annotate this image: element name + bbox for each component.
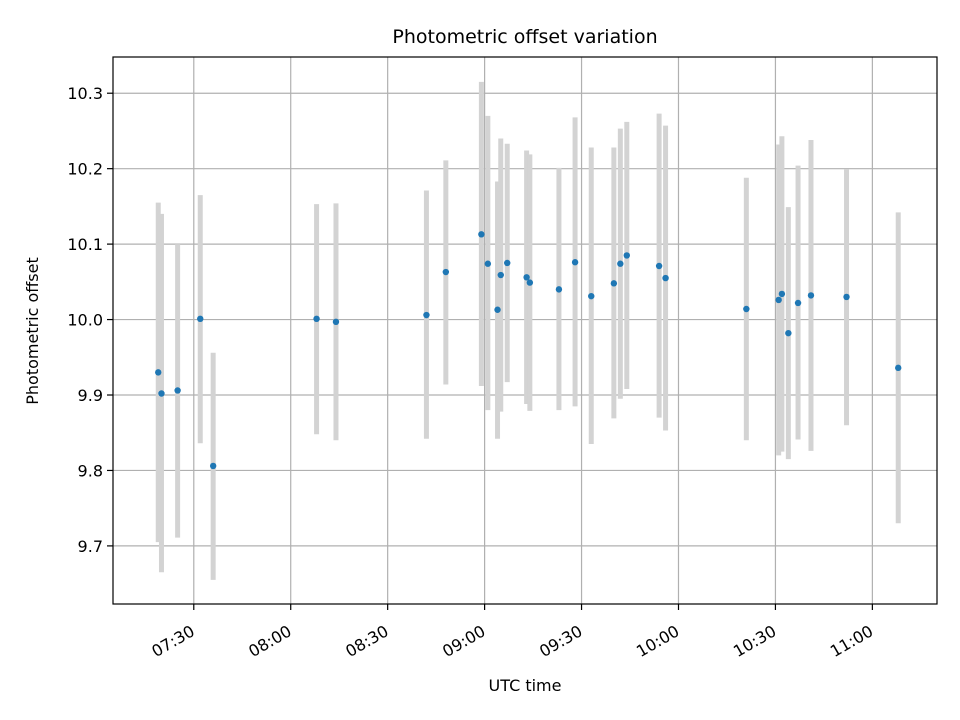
- data-point: [478, 231, 485, 238]
- data-point: [484, 260, 492, 267]
- data-point: [494, 306, 501, 313]
- data-point: [155, 369, 162, 376]
- data-point: [423, 311, 430, 319]
- y-tick-label: 10.1: [67, 235, 103, 254]
- data-point: [794, 299, 802, 307]
- data-point: [158, 390, 165, 397]
- data-point: [174, 387, 181, 394]
- y-axis-title: Photometric offset: [23, 257, 42, 405]
- data-point: [775, 296, 782, 304]
- data-point: [778, 290, 786, 298]
- data-point: [617, 260, 624, 267]
- y-tick-label: 10.3: [67, 84, 103, 103]
- data-point: [610, 280, 618, 287]
- y-tick-label: 9.7: [78, 537, 103, 556]
- data-point: [504, 259, 511, 267]
- data-point: [497, 271, 504, 279]
- data-point: [623, 252, 630, 259]
- y-axis: 9.7 9.8 9.9 10.0 10.1 10.2 10.3: [67, 84, 113, 556]
- data-point: [197, 315, 204, 323]
- data-point: [843, 293, 850, 301]
- data-points: [155, 231, 902, 470]
- data-point: [588, 292, 595, 300]
- y-tick-label: 10.2: [67, 160, 103, 179]
- data-point: [526, 279, 534, 286]
- data-point: [442, 268, 450, 276]
- y-tick-label: 9.8: [78, 461, 103, 480]
- data-point: [571, 259, 579, 266]
- data-point: [895, 364, 902, 372]
- data-point: [555, 286, 563, 293]
- data-point: [655, 262, 663, 270]
- data-point: [807, 292, 815, 299]
- data-point: [662, 274, 669, 282]
- data-point: [209, 462, 217, 470]
- data-point: [743, 305, 750, 313]
- data-point: [523, 274, 530, 281]
- x-axis-title: UTC time: [489, 676, 562, 695]
- data-point: [785, 329, 792, 337]
- chart-title: Photometric offset variation: [392, 26, 657, 48]
- data-point: [313, 315, 320, 323]
- plot-frame: [112, 56, 938, 605]
- data-point: [332, 318, 340, 326]
- y-tick-label: 9.9: [78, 386, 103, 405]
- y-tick-label: 10.0: [67, 311, 103, 330]
